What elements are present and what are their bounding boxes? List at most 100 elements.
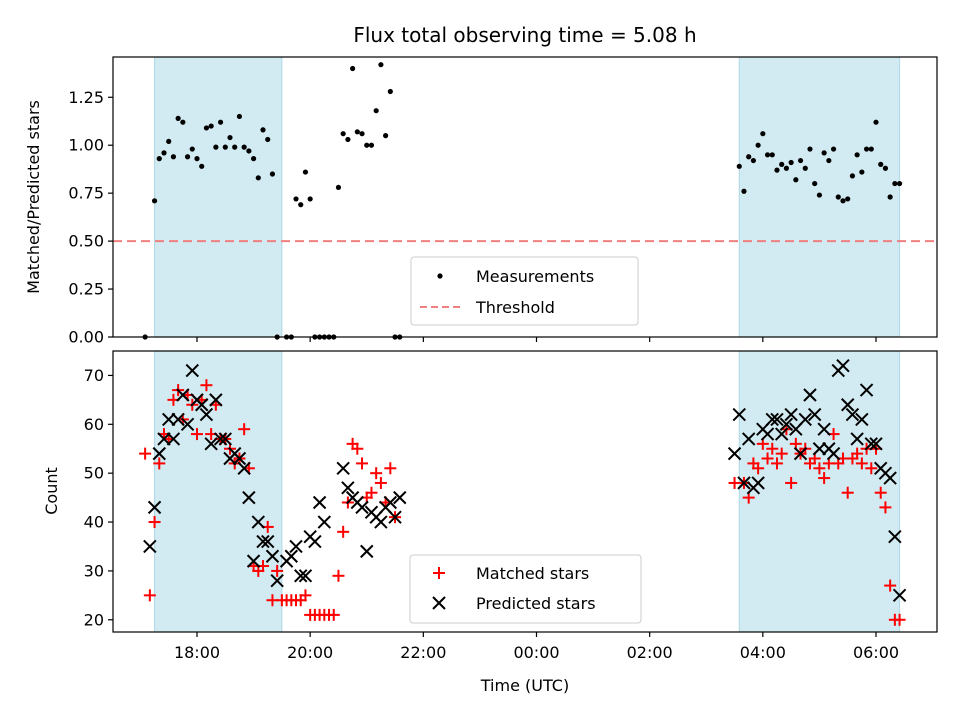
predicted-point — [793, 446, 808, 461]
matched-point — [855, 457, 868, 470]
predicted-point — [298, 569, 313, 583]
measurement-point — [175, 115, 181, 121]
predicted-point — [803, 388, 817, 402]
measurement-point — [783, 165, 790, 171]
measurement-point — [840, 198, 846, 204]
measurement-point — [830, 146, 837, 152]
predicted-point — [737, 476, 751, 490]
matched-point — [785, 476, 798, 489]
measurement-point — [232, 144, 238, 150]
measurement-point — [359, 131, 365, 137]
measurement-point — [746, 154, 752, 160]
predicted-point — [152, 446, 166, 461]
matched-point — [271, 564, 284, 577]
bottom-y-axis-label: Count — [42, 467, 61, 515]
measurement-point — [161, 150, 167, 156]
measurement-point — [170, 154, 177, 160]
matched-point — [818, 472, 831, 485]
predicted-point — [218, 432, 232, 446]
measurement-point — [302, 169, 309, 175]
bottom-panel: 20 30 40 50 60 70 18:00 20:00 22:00 00:00 02:00 04… — [42, 350, 938, 695]
measurement-point — [368, 142, 375, 148]
x-tick-label: 20:00 — [287, 643, 333, 662]
measurement-point — [350, 65, 356, 72]
y-tick-label: 0.50 — [68, 232, 104, 251]
measurement-point — [241, 144, 247, 150]
measurement-point — [774, 167, 780, 173]
measurement-point — [849, 173, 856, 179]
measurement-point — [260, 127, 266, 133]
predicted-point — [760, 427, 775, 441]
top-x-ticks — [196, 337, 877, 342]
matched-point — [351, 442, 364, 455]
measurement-point — [222, 144, 228, 150]
legend-threshold-label: Threshold — [475, 298, 555, 317]
measurement-point — [816, 192, 823, 198]
predicted-point — [841, 398, 855, 412]
top-legend-frame — [410, 256, 639, 326]
measurement-point — [354, 129, 360, 135]
legend-predicted-label: Predicted stars — [476, 594, 596, 613]
top-legend: Measurements Threshold — [410, 256, 639, 326]
shaded-interval — [154, 350, 283, 633]
measurement-point — [189, 146, 195, 152]
predicted-point — [779, 417, 794, 432]
measurement-point — [383, 133, 389, 139]
predicted-point — [185, 363, 199, 378]
measurement-point — [821, 150, 827, 156]
measurement-point — [246, 148, 252, 154]
measurement-point — [236, 113, 243, 120]
measurement-point — [265, 136, 271, 143]
measurement-point — [797, 157, 804, 164]
predicted-point — [732, 407, 746, 422]
measurement-point — [199, 163, 205, 169]
measurement-point — [307, 196, 313, 202]
y-tick-label: 60 — [84, 415, 104, 434]
predicted-point — [336, 461, 350, 475]
predicted-point — [166, 432, 181, 446]
chart-title: Flux total observing time = 5.08 h — [353, 23, 696, 47]
bottom-legend: Matched stars Predicted stars — [409, 554, 642, 624]
top-y-ticks: 0.00 0.25 0.50 0.75 1.00 1.25 — [68, 88, 113, 347]
measurement-point — [788, 159, 794, 166]
y-tick-label: 20 — [84, 610, 104, 629]
x-tick-label: 18:00 — [174, 643, 220, 662]
measurement-point — [213, 144, 219, 150]
predicted-point — [265, 549, 280, 563]
measurement-point — [335, 184, 342, 191]
measurement-point — [255, 175, 261, 181]
predicted-point — [826, 446, 841, 461]
predicted-point — [180, 417, 195, 432]
predicted-point — [892, 588, 907, 603]
measurement-point — [736, 163, 742, 169]
legend-measurements-label: Measurements — [476, 267, 594, 286]
predicted-point — [784, 407, 798, 422]
predicted-point — [209, 393, 223, 407]
matched-point — [374, 476, 387, 489]
matched-point — [356, 457, 369, 470]
predicted-point — [246, 554, 261, 568]
measurement-point — [194, 156, 200, 162]
measurement-point — [802, 165, 808, 171]
y-tick-label: 1.25 — [68, 88, 104, 107]
matched-point — [370, 467, 383, 480]
measurement-point — [779, 161, 785, 167]
matched-point — [865, 462, 878, 475]
measurement-point — [760, 131, 766, 137]
predicted-point — [289, 539, 303, 554]
measurement-point — [269, 171, 276, 177]
x-axis-label: Time (UTC) — [480, 676, 569, 695]
bottom-legend-frame — [409, 554, 642, 624]
x-tick-label: 02:00 — [627, 643, 673, 662]
shaded-interval — [154, 56, 283, 338]
predicted-point — [855, 412, 869, 427]
matched-point — [384, 462, 397, 475]
predicted-point — [751, 476, 765, 490]
predicted-point — [162, 412, 176, 427]
predicted-point — [176, 388, 190, 402]
y-tick-label: 0.00 — [68, 328, 104, 347]
predicted-point — [251, 515, 266, 529]
predicted-point — [204, 437, 218, 451]
y-tick-label: 40 — [84, 513, 104, 532]
legend-matched-label: Matched stars — [476, 564, 589, 583]
